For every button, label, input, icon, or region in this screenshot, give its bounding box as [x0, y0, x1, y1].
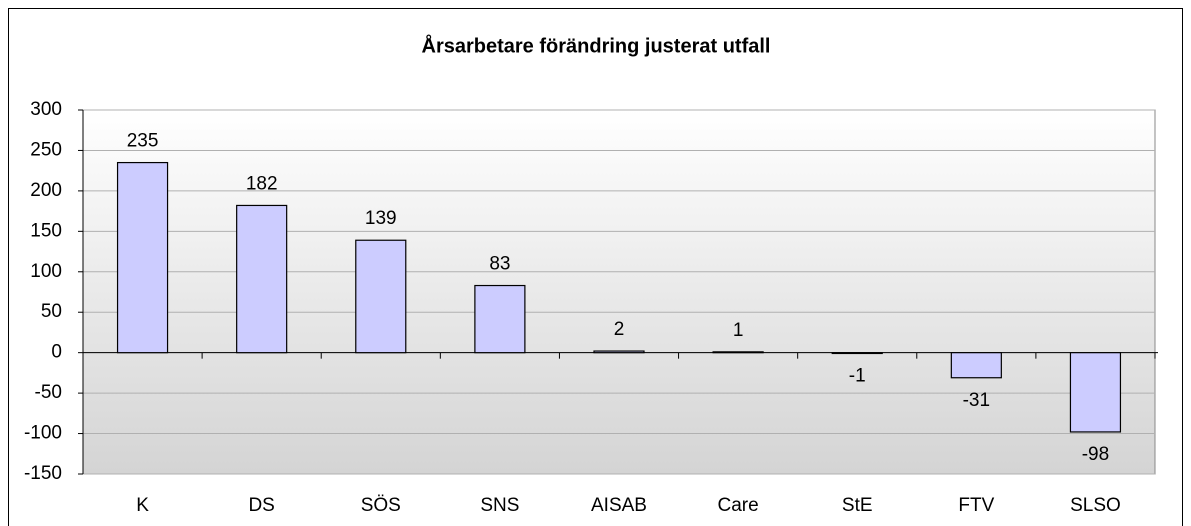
bar — [236, 204, 288, 354]
y-tick-label: -150 — [24, 463, 62, 484]
value-label: -98 — [1082, 444, 1109, 465]
x-tick-label: SNS — [480, 495, 519, 516]
bar — [950, 352, 1002, 379]
bar — [1069, 352, 1122, 433]
y-tick-label: -50 — [35, 382, 62, 403]
y-tick-label: 50 — [41, 301, 62, 322]
value-label: -1 — [849, 365, 866, 386]
x-tick-label: AISAB — [591, 495, 647, 516]
value-label: 182 — [246, 173, 278, 194]
x-tick-label: Care — [718, 495, 759, 516]
y-tick-label: 100 — [30, 261, 62, 282]
value-label: 2 — [614, 319, 625, 340]
y-tick-label: 300 — [30, 99, 62, 120]
x-tick-label: K — [136, 495, 149, 516]
value-label: 139 — [365, 208, 397, 229]
x-tick-label: FTV — [958, 495, 994, 516]
value-label: 1 — [733, 320, 744, 341]
value-label: 235 — [127, 131, 159, 152]
bar — [355, 239, 407, 354]
bar — [474, 284, 526, 354]
x-tick-label: SLSO — [1070, 495, 1121, 516]
bar — [116, 161, 169, 354]
y-tick-label: 200 — [30, 180, 62, 201]
value-label: -31 — [963, 390, 990, 411]
y-tick-label: -100 — [24, 423, 62, 444]
bar — [712, 351, 764, 354]
bar — [593, 350, 645, 354]
x-tick-label: StE — [842, 495, 873, 516]
bar — [831, 352, 883, 355]
y-tick-label: 250 — [30, 139, 62, 160]
y-tick-label: 150 — [30, 220, 62, 241]
chart-title: Årsarbetare förändring justerat utfall — [422, 33, 771, 57]
y-tick-label: 0 — [51, 342, 62, 363]
x-tick-label: SÖS — [361, 495, 401, 516]
x-tick-label: DS — [248, 495, 274, 516]
value-label: 83 — [489, 254, 510, 275]
